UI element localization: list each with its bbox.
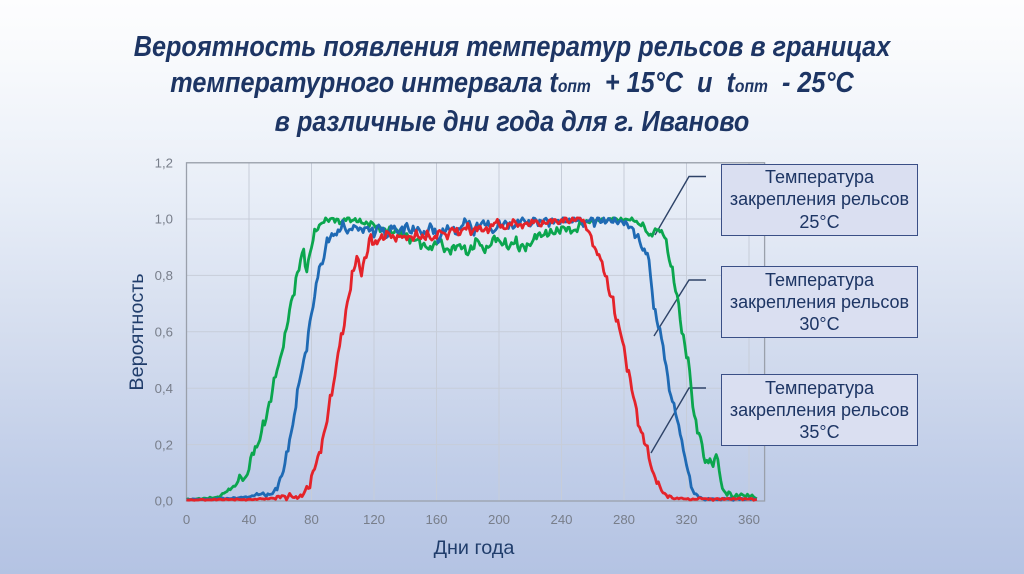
- svg-text:160: 160: [425, 512, 447, 527]
- svg-text:240: 240: [550, 512, 572, 527]
- svg-text:0: 0: [183, 512, 190, 527]
- svg-text:280: 280: [613, 512, 635, 527]
- svg-text:360: 360: [738, 512, 760, 527]
- svg-text:0,4: 0,4: [155, 381, 173, 396]
- svg-text:320: 320: [675, 512, 697, 527]
- svg-text:1,2: 1,2: [155, 155, 173, 170]
- svg-text:1,0: 1,0: [155, 212, 173, 227]
- svg-text:200: 200: [488, 512, 510, 527]
- svg-text:Вероятность: Вероятность: [126, 273, 148, 390]
- svg-text:80: 80: [304, 512, 319, 527]
- svg-text:120: 120: [363, 512, 385, 527]
- svg-text:0,2: 0,2: [155, 437, 173, 452]
- svg-text:0,0: 0,0: [155, 494, 173, 509]
- svg-text:0,8: 0,8: [155, 268, 173, 283]
- svg-text:40: 40: [242, 512, 257, 527]
- svg-text:0,6: 0,6: [155, 325, 173, 340]
- svg-text:Дни года: Дни года: [434, 537, 515, 559]
